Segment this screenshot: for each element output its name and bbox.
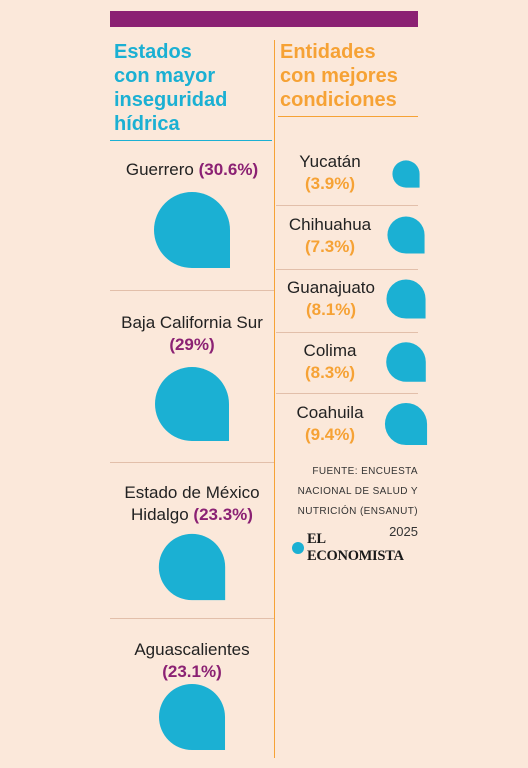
right-entry-label: Guanajuato (8.1%) [276,277,386,321]
row-separator [110,290,274,291]
top-bar [110,11,418,27]
row-separator [276,332,418,333]
left-entry-label: Guerrero (30.6%) [110,159,274,181]
row-separator [110,462,274,463]
water-drop-icon [392,160,420,188]
right-entry-label: Coahuila (9.4%) [282,402,378,446]
left-heading-line: Estados [114,41,192,63]
state-value: (23.3%) [193,505,253,524]
water-drop-icon [386,279,426,319]
state-name: Chihuahua [288,215,372,234]
row-separator [276,269,418,270]
brand-name: EL ECONOMISTA [307,531,404,564]
state-name: Aguascalientes [134,640,250,659]
state-name: Guerrero [125,160,194,179]
el-economista-logo-icon [292,542,304,554]
source-line: FUENTE: ENCUESTA [312,466,418,477]
column-divider [274,40,275,758]
water-drop-icon [387,216,425,254]
source-line: NACIONAL DE SALUD Y [297,486,418,497]
row-separator [276,205,418,206]
right-heading: Entidades con mejores condiciones [280,40,420,112]
state-value: (29%) [169,335,215,354]
state-name: Guanajuato [287,278,375,297]
state-value: (9.4%) [304,425,356,444]
right-heading-line: condiciones [280,89,397,111]
left-heading: Estados con mayor inseguridad hídrica [114,40,274,136]
row-separator [110,618,274,619]
state-value: (3.9%) [304,174,356,193]
state-name: Yucatán [299,152,361,171]
right-entry-label: Colima (8.3%) [282,340,378,384]
source-year: 2025 [389,524,418,539]
state-value: (30.6%) [198,160,259,179]
source-note: FUENTE: ENCUESTA NACIONAL DE SALUD Y NUT… [290,462,418,542]
water-drop-icon [158,683,226,751]
left-heading-line: con mayor [114,65,216,87]
water-drop-icon [386,342,426,382]
state-name: Coahuila [296,403,364,422]
state-value: (8.1%) [305,300,357,319]
source-line: NUTRICIÓN (ENSANUT) [297,506,418,517]
state-name: Baja California Sur [121,313,263,332]
state-name: Estado de México Hidalgo [124,483,260,524]
state-value: (23.1%) [162,662,222,681]
right-entry-label: Chihuahua (7.3%) [282,214,378,258]
left-heading-line: inseguridad [114,89,228,111]
water-drop-icon [384,402,428,446]
brand-logo: EL ECONOMISTA [292,531,418,564]
right-heading-rule [278,116,418,117]
row-separator [276,393,418,394]
state-value: (7.3%) [304,237,356,256]
left-heading-line: hídrica [114,113,180,135]
water-drop-icon [158,533,226,601]
left-entry-label: Baja California Sur (29%) [110,312,274,356]
left-entry-label: Estado de México Hidalgo (23.3%) [110,482,274,526]
right-heading-line: Entidades [280,41,376,63]
state-value: (8.3%) [304,363,356,382]
water-drop-icon [154,192,230,268]
right-entry-label: Yucatán (3.9%) [282,151,378,195]
left-heading-rule [110,140,272,141]
state-name: Colima [303,341,357,360]
right-heading-line: con mejores [280,65,398,87]
water-drop-icon [155,367,229,441]
left-entry-label: Aguascalientes (23.1%) [110,639,274,683]
